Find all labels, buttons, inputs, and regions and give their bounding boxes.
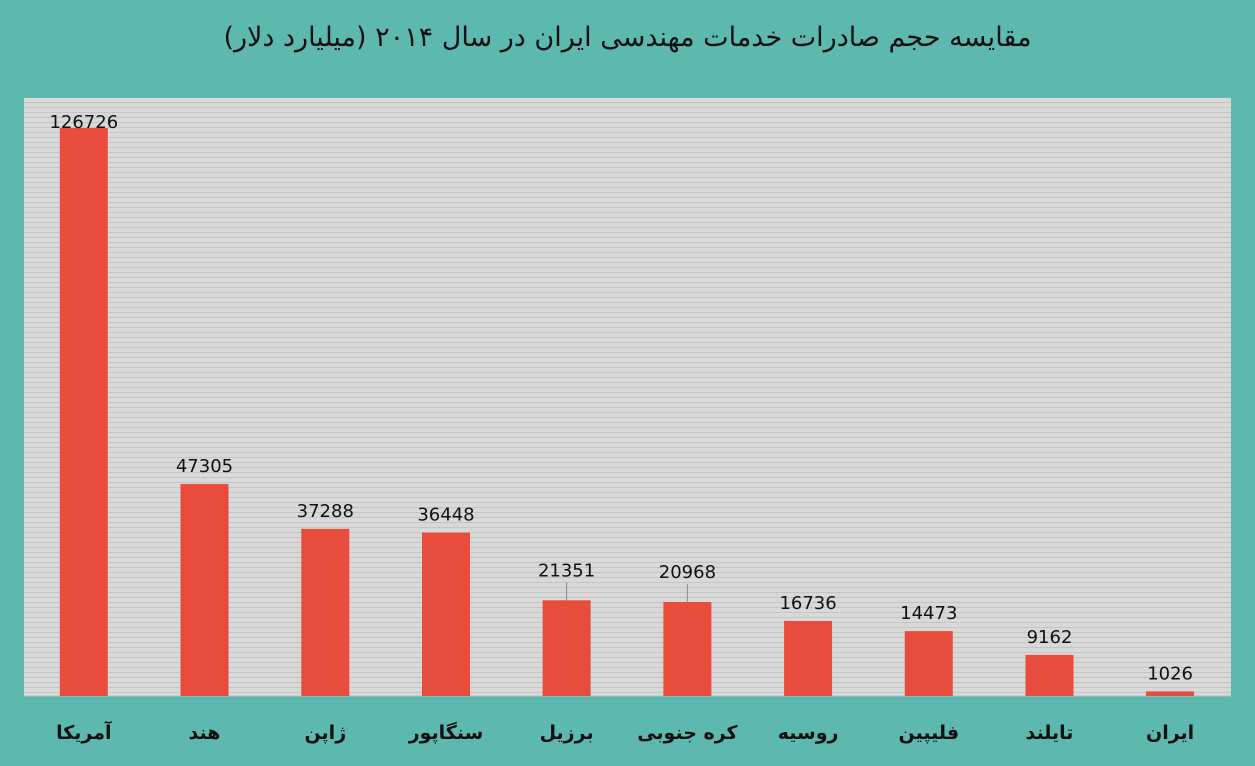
bar-value-label-5: 20968 bbox=[659, 562, 716, 583]
bar-1 bbox=[180, 484, 229, 696]
category-label-9: ایران bbox=[1146, 722, 1194, 744]
bar-value-label-8: 9162 bbox=[1027, 627, 1073, 648]
bar-0 bbox=[59, 128, 108, 696]
category-label-5: کره جنوبی bbox=[637, 722, 738, 744]
bar-value-label-2: 37288 bbox=[297, 501, 354, 522]
bar-value-label-4: 21351 bbox=[538, 560, 595, 581]
category-label-8: تایلند bbox=[1026, 722, 1074, 744]
bar-8 bbox=[1025, 654, 1074, 696]
category-label-2: ژاپن bbox=[304, 722, 346, 744]
chart-title: مقایسه حجم صادرات خدمات مهندسی ایران در … bbox=[223, 22, 1032, 53]
bar-value-label-1: 47305 bbox=[176, 456, 233, 477]
category-label-4: برزیل bbox=[540, 722, 594, 744]
bar-4 bbox=[542, 600, 591, 696]
category-label-7: فلیپین bbox=[899, 722, 960, 744]
bar-2 bbox=[301, 528, 350, 696]
bar-3 bbox=[422, 532, 470, 696]
bar-value-label-6: 16736 bbox=[779, 593, 836, 614]
bar-value-label-0: 126726 bbox=[49, 112, 118, 133]
bar-7 bbox=[904, 631, 953, 696]
bar-9 bbox=[1146, 691, 1195, 696]
bar-6 bbox=[784, 621, 833, 696]
category-label-3: سنگاپور bbox=[408, 721, 484, 744]
category-label-6: روسیه bbox=[778, 722, 839, 744]
category-label-1: هند bbox=[189, 722, 221, 744]
bar-5 bbox=[663, 602, 712, 696]
bar-value-label-9: 1026 bbox=[1147, 663, 1193, 684]
category-label-0: آمریکا bbox=[56, 720, 112, 744]
bars-layer bbox=[24, 128, 1231, 697]
labels-layer: 126726 آمریکا 47305 هند 37288 ژاپن 36448 سنگاپو… bbox=[49, 112, 1194, 744]
bar-value-label-3: 36448 bbox=[417, 505, 474, 526]
bar-value-label-7: 14473 bbox=[900, 603, 957, 624]
